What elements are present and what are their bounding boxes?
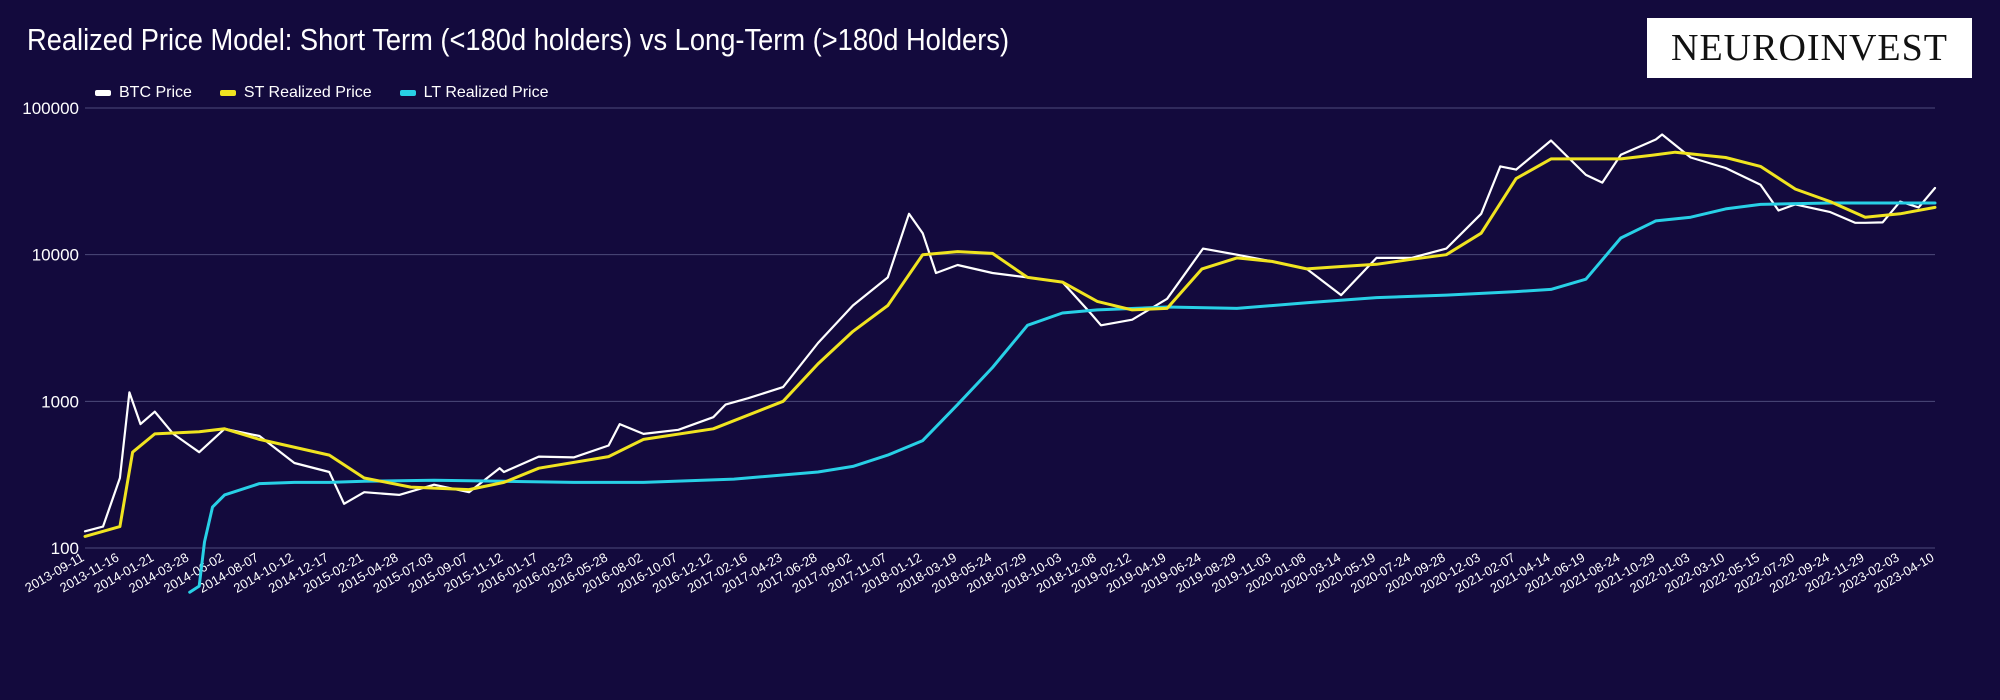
- legend-label-btc-price: BTC Price: [119, 84, 192, 101]
- legend-label-st-realized-price: ST Realized Price: [243, 84, 372, 101]
- legend-swatch-st-realized-price: [219, 90, 236, 96]
- grid-lines: [85, 107, 1935, 549]
- series-line-lt-realized-price: [188, 201, 1937, 594]
- legend-swatch-lt-realized-price: [399, 90, 416, 96]
- legend-item-btc-price: BTC Price: [95, 84, 192, 102]
- legend-item-lt-realized-price: LT Realized Price: [399, 84, 549, 102]
- neuroinvest-logo: NEUROINVEST: [1647, 18, 1972, 78]
- series-line-btc-price: [83, 133, 1937, 533]
- y-tick-label: 100: [51, 539, 79, 558]
- series-line-st-realized-price: [83, 150, 1937, 538]
- x-axis-tick-labels: 2013-09-112013-11-162014-01-212014-03-28…: [22, 550, 1936, 596]
- y-tick-label: 10000: [32, 246, 79, 265]
- y-tick-label: 100000: [22, 99, 79, 118]
- logo-text: NEUROINVEST: [1671, 27, 1948, 69]
- y-tick-label: 1000: [41, 392, 79, 411]
- legend-item-st-realized-price: ST Realized Price: [219, 84, 372, 102]
- series-lines: [83, 133, 1937, 594]
- legend: BTC Price ST Realized Price LT Realized …: [95, 84, 548, 102]
- chart-title: Realized Price Model: Short Term (<180d …: [27, 22, 1010, 57]
- y-axis-tick-labels: 100000 10000 1000 100: [22, 99, 79, 558]
- legend-swatch-btc-price: [95, 90, 111, 96]
- legend-label-lt-realized-price: LT Realized Price: [423, 84, 549, 101]
